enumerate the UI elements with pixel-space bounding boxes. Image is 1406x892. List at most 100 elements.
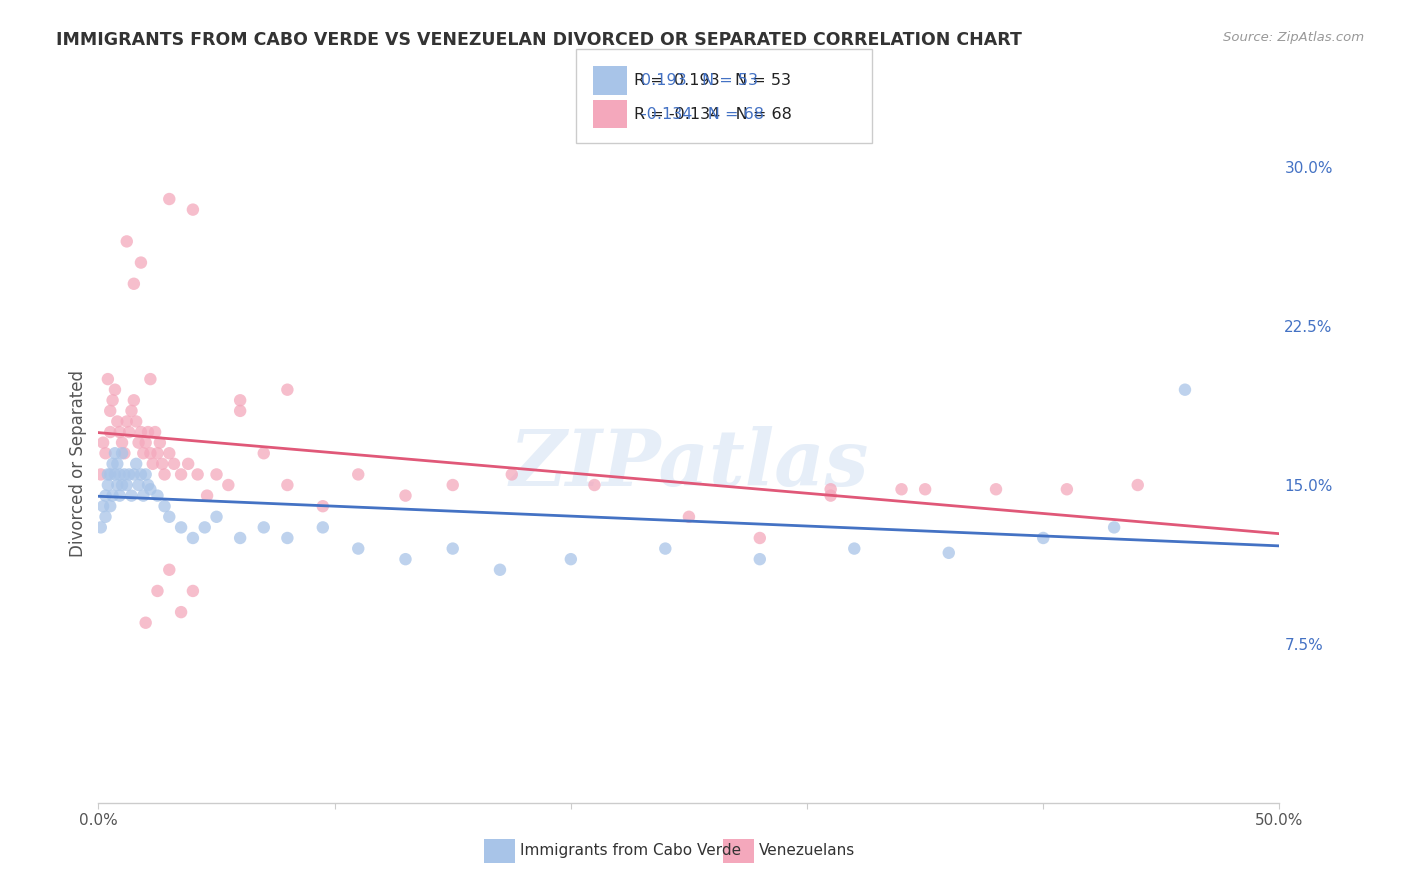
Point <box>253 520 276 534</box>
Point <box>347 541 370 556</box>
Point <box>217 478 239 492</box>
Point <box>94 509 117 524</box>
Point <box>441 478 464 492</box>
Point <box>170 467 193 482</box>
Point <box>104 383 127 397</box>
Point <box>560 552 582 566</box>
Point <box>170 520 193 534</box>
Point <box>146 489 169 503</box>
Point <box>170 605 193 619</box>
Text: R = -0.134   N = 68: R = -0.134 N = 68 <box>634 107 792 121</box>
Text: IMMIGRANTS FROM CABO VERDE VS VENEZUELAN DIVORCED OR SEPARATED CORRELATION CHART: IMMIGRANTS FROM CABO VERDE VS VENEZUELAN… <box>56 31 1022 49</box>
Point <box>157 509 180 524</box>
Point <box>108 467 131 482</box>
Point <box>94 446 117 460</box>
Point <box>1174 383 1197 397</box>
Point <box>441 541 464 556</box>
Text: 0.193   N = 53: 0.193 N = 53 <box>641 73 758 87</box>
Point <box>748 531 770 545</box>
Point <box>111 435 134 450</box>
Point <box>654 541 676 556</box>
Point <box>129 467 152 482</box>
Point <box>1032 531 1054 545</box>
Point <box>118 425 141 439</box>
Point <box>90 467 112 482</box>
Point <box>1056 483 1078 497</box>
Point <box>111 446 134 460</box>
Point <box>276 478 298 492</box>
Point <box>181 531 204 545</box>
Point <box>101 489 124 503</box>
Point <box>132 446 155 460</box>
Point <box>97 478 120 492</box>
Point <box>129 425 152 439</box>
Point <box>105 478 128 492</box>
Point <box>583 478 606 492</box>
Point <box>139 372 162 386</box>
Point <box>101 457 124 471</box>
Point <box>121 489 143 503</box>
Point <box>938 546 960 560</box>
Point <box>122 393 145 408</box>
Text: R =  0.193   N = 53: R = 0.193 N = 53 <box>634 73 792 87</box>
Point <box>820 483 842 497</box>
Point <box>347 467 370 482</box>
Point <box>205 509 228 524</box>
Point <box>112 467 135 482</box>
Point <box>101 393 124 408</box>
Point <box>1126 478 1149 492</box>
Point <box>844 541 866 556</box>
Point <box>104 446 127 460</box>
Point <box>105 415 128 429</box>
Point <box>149 435 172 450</box>
Point <box>129 255 152 269</box>
Point <box>91 500 114 514</box>
Point <box>136 425 159 439</box>
Point <box>890 483 912 497</box>
Point <box>153 500 176 514</box>
Point <box>195 489 218 503</box>
Point <box>820 489 842 503</box>
Point <box>115 235 138 249</box>
Point <box>111 478 134 492</box>
Point <box>128 435 150 450</box>
Point <box>143 425 166 439</box>
Point <box>394 552 416 566</box>
Point <box>105 457 128 471</box>
Point <box>181 202 204 217</box>
Point <box>150 457 173 471</box>
Point <box>312 520 335 534</box>
Point <box>276 383 298 397</box>
Point <box>139 483 162 497</box>
Point <box>108 489 131 503</box>
Point <box>122 277 145 291</box>
Point <box>1102 520 1125 534</box>
Point <box>253 446 276 460</box>
Point <box>125 415 148 429</box>
Point <box>194 520 217 534</box>
Point <box>121 404 143 418</box>
Point <box>97 467 120 482</box>
Point <box>128 478 150 492</box>
Point <box>157 192 180 206</box>
Point <box>181 584 204 599</box>
Point <box>914 483 936 497</box>
Point <box>142 457 165 471</box>
Point <box>104 467 127 482</box>
Point <box>748 552 770 566</box>
Point <box>276 531 298 545</box>
Point <box>135 467 157 482</box>
Point <box>91 435 114 450</box>
Point <box>97 372 120 386</box>
Y-axis label: Divorced or Separated: Divorced or Separated <box>69 370 87 558</box>
Point <box>115 478 138 492</box>
Point <box>98 500 121 514</box>
Point <box>125 457 148 471</box>
Point <box>122 467 145 482</box>
Point <box>489 563 512 577</box>
Text: -0.134   N = 68: -0.134 N = 68 <box>641 107 763 121</box>
Point <box>139 446 162 460</box>
Point <box>94 489 117 503</box>
Point <box>312 500 335 514</box>
Point <box>135 615 157 630</box>
